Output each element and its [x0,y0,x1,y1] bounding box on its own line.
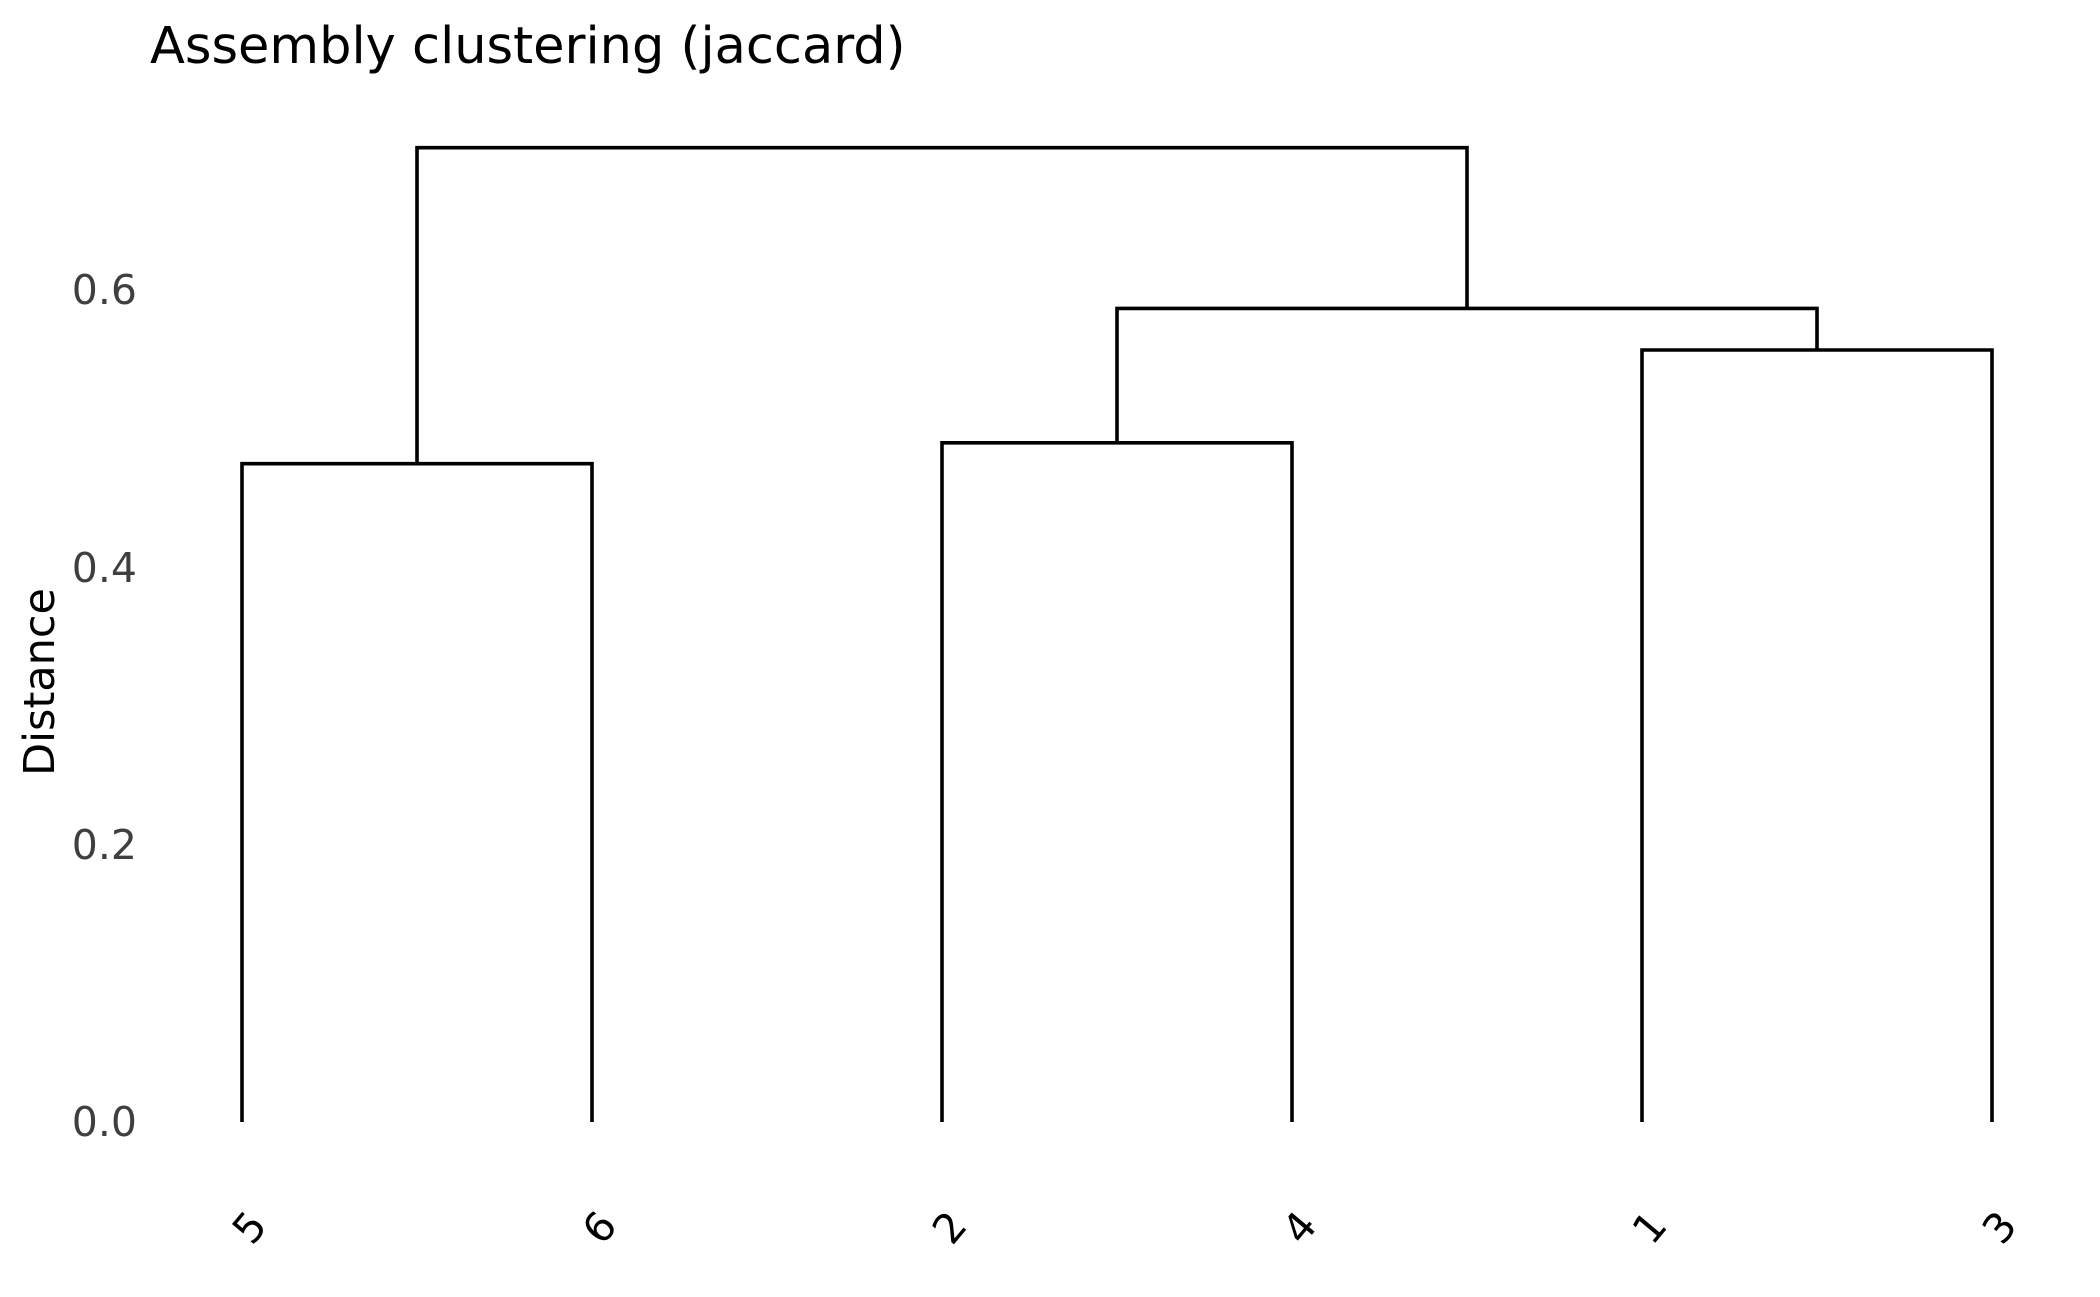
y-tick-label: 0.6 [71,266,137,315]
y-tick-label: 0.0 [71,1098,137,1146]
chart-title: Assembly clustering (jaccard) [150,17,906,76]
y-tick-label: 0.4 [71,543,137,592]
dendrogram-link [940,441,1294,1122]
dendrogram-link [415,145,1469,464]
dendrogram-link [1640,348,1994,1122]
dendrogram-link [240,461,594,1122]
dendrogram-link [1115,306,1819,443]
y-tick-label: 0.2 [71,820,137,869]
